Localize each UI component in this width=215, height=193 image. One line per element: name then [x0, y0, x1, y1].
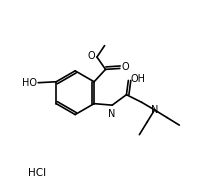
Text: HO: HO: [22, 78, 37, 88]
Text: O: O: [122, 63, 129, 73]
Text: O: O: [88, 51, 95, 61]
Text: OH: OH: [130, 74, 145, 85]
Text: HCl: HCl: [28, 168, 46, 178]
Text: N: N: [109, 109, 116, 119]
Text: N: N: [151, 105, 158, 115]
